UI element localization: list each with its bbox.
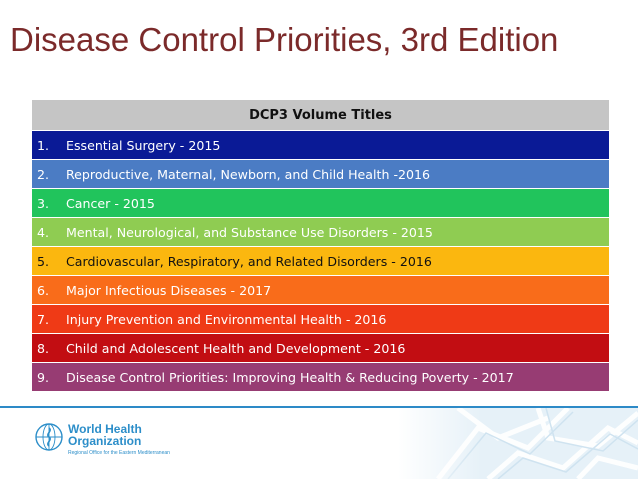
- row-number: 8.: [37, 340, 50, 356]
- slide-title: Disease Control Priorities, 3rd Edition: [10, 21, 559, 58]
- row-number: 4.: [37, 224, 50, 240]
- row-number: 6.: [37, 282, 50, 298]
- row-number: 7.: [37, 311, 50, 327]
- volume-title: Cardiovascular, Respiratory, and Related…: [66, 253, 432, 269]
- table-row: 8. Child and Adolescent Health and Develo…: [32, 334, 609, 363]
- table-row: 6. Major Infectious Diseases - 2017: [32, 276, 609, 305]
- table-row: 1. Essential Surgery - 2015: [32, 131, 609, 160]
- table-row: 5. Cardiovascular, Respiratory, and Relat…: [32, 247, 609, 276]
- footer-divider: [0, 406, 638, 408]
- who-name-line1: World Health: [68, 422, 142, 436]
- volume-title: Cancer - 2015: [66, 195, 155, 211]
- who-emblem-icon: [35, 423, 63, 451]
- table-row: 9. Disease Control Priorities: Improving …: [32, 363, 609, 392]
- volume-title: Major Infectious Diseases - 2017: [66, 282, 272, 298]
- volume-title: Disease Control Priorities: Improving He…: [66, 369, 514, 385]
- who-name-line2: Organization: [68, 434, 142, 448]
- row-number: 9.: [37, 369, 50, 385]
- volume-titles-table: DCP3 Volume Titles 1. Essential Surgery -…: [32, 100, 609, 392]
- row-number: 2.: [37, 166, 50, 182]
- volume-title: Essential Surgery - 2015: [66, 137, 221, 153]
- table-body: 1. Essential Surgery - 2015 2. Reproductive…: [32, 131, 609, 392]
- row-number: 3.: [37, 195, 50, 211]
- who-logo-text: World Health Organization: [68, 423, 158, 447]
- volume-title: Injury Prevention and Environmental Heal…: [66, 311, 387, 327]
- row-number: 5.: [37, 253, 50, 269]
- islamic-pattern-decoration: [398, 408, 638, 479]
- table-header: DCP3 Volume Titles: [32, 100, 609, 131]
- table-row: 2. Reproductive, Maternal, Newborn, and C…: [32, 160, 609, 189]
- table-row: 4. Mental, Neurological, and Substance Us…: [32, 218, 609, 247]
- volume-title: Child and Adolescent Health and Developm…: [66, 340, 406, 356]
- who-region-text: Regional Office for the Eastern Mediterr…: [68, 450, 170, 456]
- row-number: 1.: [37, 137, 50, 153]
- volume-title: Mental, Neurological, and Substance Use …: [66, 224, 433, 240]
- table-row: 3. Cancer - 2015: [32, 189, 609, 218]
- table-row: 7. Injury Prevention and Environmental He…: [32, 305, 609, 334]
- volume-title: Reproductive, Maternal, Newborn, and Chi…: [66, 166, 431, 182]
